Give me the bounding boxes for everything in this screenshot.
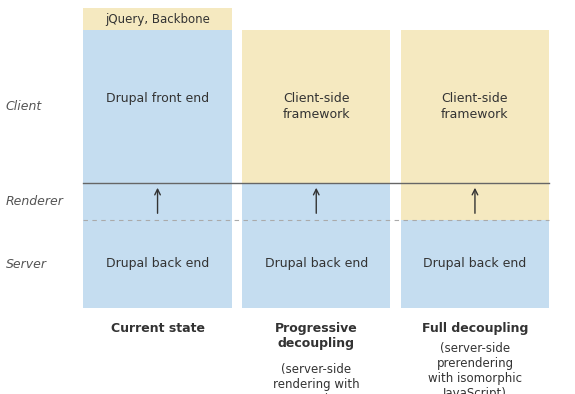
- Text: Current state: Current state: [110, 322, 205, 335]
- Bar: [401, 220, 549, 308]
- Bar: [242, 220, 390, 308]
- Bar: [83, 30, 232, 183]
- Text: Drupal back end: Drupal back end: [264, 258, 368, 271]
- Bar: [83, 220, 232, 308]
- Bar: [401, 183, 549, 220]
- Bar: [83, 183, 232, 220]
- Text: Progressive
decoupling: Progressive decoupling: [275, 322, 358, 350]
- Text: (server-side
prerendering
with isomorphic
JavaScript): (server-side prerendering with isomorphi…: [428, 342, 522, 394]
- Bar: [83, 8, 232, 30]
- Bar: [401, 30, 549, 183]
- Text: Client-side
framework: Client-side framework: [441, 93, 509, 121]
- Bar: [242, 183, 390, 220]
- Text: Drupal front end: Drupal front end: [106, 92, 209, 105]
- Text: Renderer: Renderer: [6, 195, 64, 208]
- Text: Drupal back end: Drupal back end: [106, 258, 209, 271]
- Text: Client-side
framework: Client-side framework: [282, 93, 350, 121]
- Text: Drupal back end: Drupal back end: [423, 258, 527, 271]
- Bar: [242, 30, 390, 183]
- Text: Server: Server: [6, 258, 47, 271]
- Text: (server-side
rendering with
PHP): (server-side rendering with PHP): [273, 363, 359, 394]
- Text: jQuery, Backbone: jQuery, Backbone: [105, 13, 210, 26]
- Text: Client: Client: [6, 100, 42, 113]
- Text: Full decoupling: Full decoupling: [422, 322, 528, 335]
